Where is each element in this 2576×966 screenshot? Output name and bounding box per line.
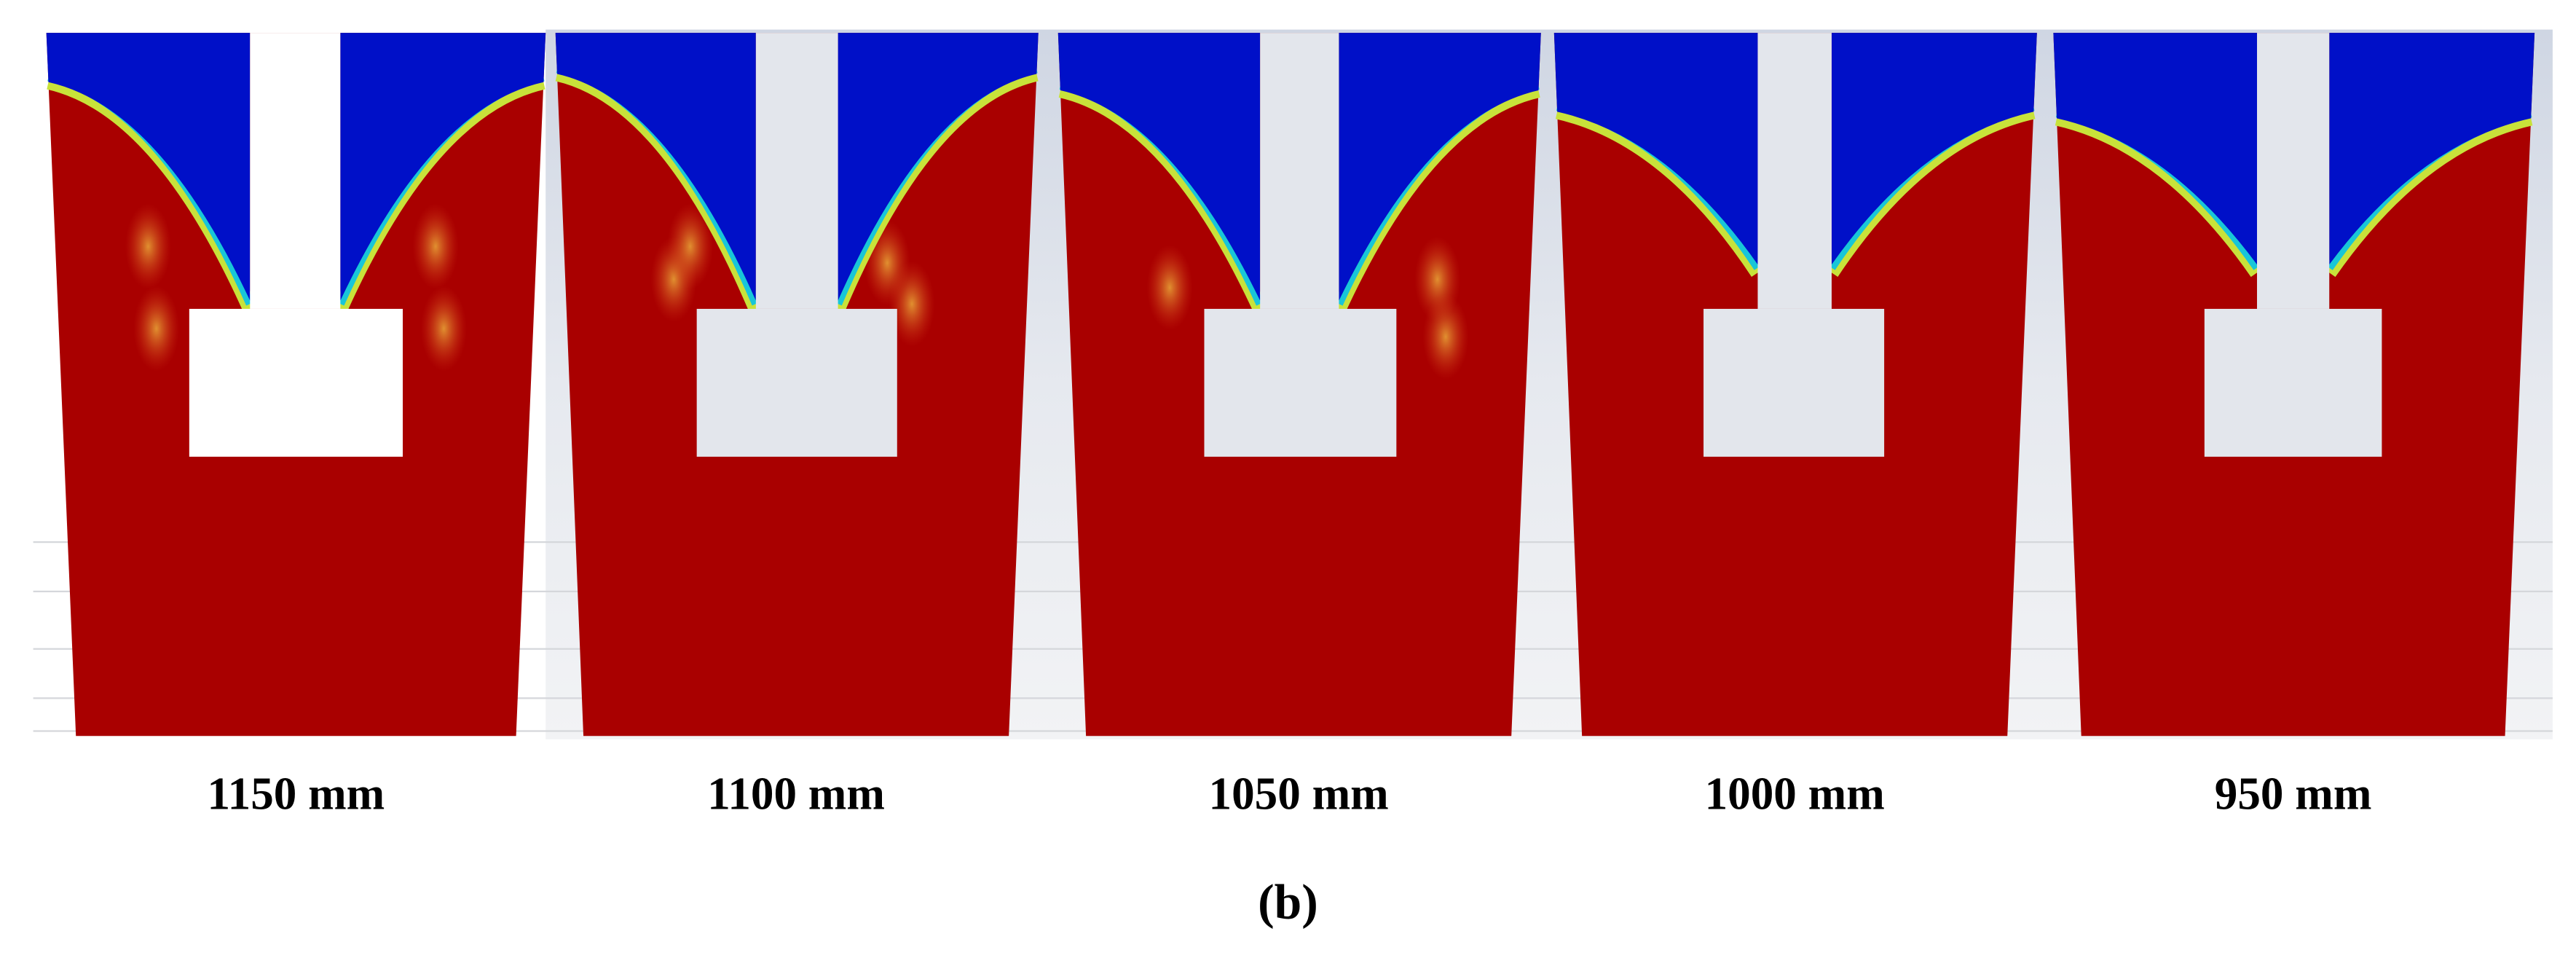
nozzle-block bbox=[1703, 308, 1885, 457]
gas-region bbox=[2329, 33, 2535, 265]
gas-region bbox=[1553, 33, 1758, 265]
hot-spot bbox=[1146, 245, 1193, 331]
panel-label: 1100 mm bbox=[707, 768, 885, 819]
hot-spot bbox=[412, 203, 459, 289]
nozzle-block bbox=[696, 308, 897, 457]
panel-label: 1050 mm bbox=[1209, 768, 1389, 819]
hot-spot bbox=[420, 286, 467, 372]
gas-region bbox=[838, 33, 1039, 301]
gas-region bbox=[1339, 33, 1541, 301]
nozzle-stem bbox=[1757, 33, 1832, 309]
nozzle-block bbox=[189, 308, 403, 457]
hot-spot bbox=[1422, 294, 1469, 380]
panel: 1000 mm bbox=[1553, 33, 2037, 819]
panel-label: 950 mm bbox=[2215, 768, 2372, 819]
panel: 1150 mm bbox=[46, 33, 546, 819]
hot-spot bbox=[125, 203, 172, 289]
nozzle-stem bbox=[2257, 33, 2330, 309]
hot-spot bbox=[667, 203, 714, 289]
nozzle-stem bbox=[250, 33, 341, 309]
gas-region bbox=[555, 33, 756, 301]
nozzle-stem bbox=[1260, 33, 1339, 309]
panel: 950 mm bbox=[2053, 33, 2535, 819]
panels: 1150 mm 1100 mm 1050 mm 1000 mm 950 mm bbox=[46, 33, 2535, 819]
gas-region bbox=[340, 33, 546, 301]
gas-region bbox=[1831, 33, 2037, 265]
hot-spot bbox=[133, 286, 180, 372]
nozzle-block bbox=[2204, 308, 2382, 457]
nozzle-block bbox=[1204, 308, 1397, 457]
gas-region bbox=[2053, 33, 2258, 265]
panel: 1050 mm bbox=[1057, 33, 1541, 819]
caption: (b) bbox=[1258, 874, 1318, 929]
panel-label: 1150 mm bbox=[208, 768, 385, 819]
gas-region bbox=[1057, 33, 1261, 301]
panel-label: 1000 mm bbox=[1705, 768, 1885, 819]
nozzle-stem bbox=[755, 33, 838, 309]
gas-region bbox=[46, 33, 251, 301]
panel: 1100 mm bbox=[555, 33, 1039, 819]
